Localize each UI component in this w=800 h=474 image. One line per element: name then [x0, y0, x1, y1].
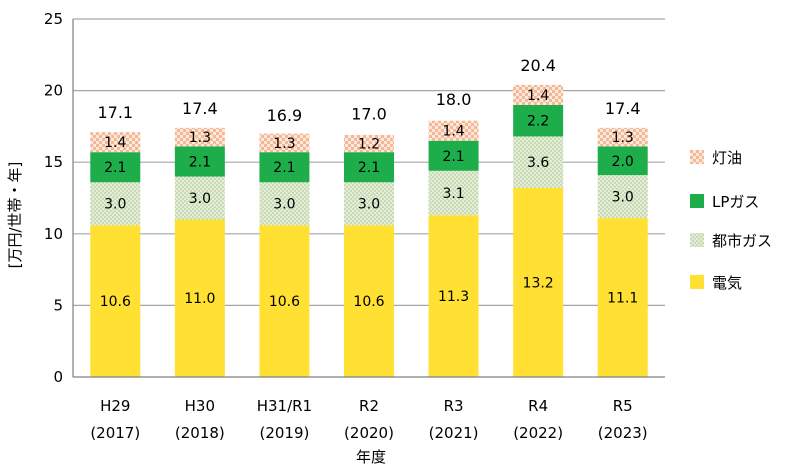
legend-label-kerosene: 灯油	[712, 149, 742, 167]
bar-kerosene	[344, 134, 394, 153]
data-label-city-gas: 3.0	[273, 197, 295, 213]
data-label-city-gas: 3.1	[442, 186, 464, 202]
data-label-kerosene: 1.3	[612, 130, 634, 146]
total-label: 17.4	[605, 99, 641, 118]
bar-electricity	[259, 225, 310, 377]
bar-lp-gas	[597, 146, 648, 176]
bar-electricity	[513, 187, 564, 377]
x-tick-label-year: (2018)	[175, 424, 225, 442]
total-label: 18.0	[436, 90, 472, 109]
legend-swatch-kerosene	[690, 150, 704, 164]
bar-city-gas	[428, 170, 479, 216]
legend-label-lp-gas: LPガス	[712, 193, 759, 211]
axes: 0 5 10 15 20 25 H29 (2017) H30 (2018) H31/R1 (2019)…	[44, 10, 665, 442]
data-labels: 10.6 3.0 2.1 1.4 17.1 11.0 3.0 2.1 1.3 17.4 10.6 3.…	[97, 56, 640, 310]
y-tick-label: 15	[44, 153, 63, 171]
y-tick-label: 10	[44, 225, 63, 243]
bar-lp-gas	[344, 152, 394, 183]
total-label: 17.1	[97, 103, 133, 122]
bar-kerosene	[259, 133, 310, 153]
data-label-electricity: 11.0	[184, 291, 215, 307]
y-tick-label: 5	[53, 296, 63, 314]
bar-lp-gas	[428, 140, 479, 171]
bar-kerosene	[428, 120, 479, 141]
bar-kerosene	[174, 127, 225, 147]
data-label-lp-gas: 2.1	[189, 154, 211, 170]
data-label-electricity: 10.6	[269, 294, 300, 310]
bar-city-gas	[174, 176, 225, 220]
x-tick-label-year: (2021)	[429, 424, 479, 442]
data-label-city-gas: 3.0	[104, 197, 126, 213]
total-label: 17.0	[351, 105, 387, 124]
x-tick-label: R2	[359, 397, 379, 415]
y-tick-label: 25	[44, 10, 63, 28]
bar-lp-gas	[513, 104, 564, 137]
bar-electricity	[174, 219, 225, 377]
data-label-lp-gas: 2.1	[104, 160, 126, 176]
bar-electricity	[90, 225, 141, 377]
data-label-city-gas: 3.0	[189, 191, 211, 207]
data-label-city-gas: 3.0	[358, 197, 380, 213]
bar-city-gas	[259, 182, 310, 226]
bar-city-gas	[90, 182, 141, 226]
data-label-kerosene: 1.4	[527, 88, 549, 104]
bar-electricity	[428, 215, 479, 377]
y-tick-label: 20	[44, 82, 63, 100]
data-label-lp-gas: 2.1	[273, 160, 295, 176]
y-axis-title: [万円/世帯・年]	[6, 162, 24, 269]
data-label-electricity: 11.3	[438, 289, 469, 305]
legend-label-electricity: 電気	[712, 274, 742, 292]
x-tick-label-year: (2019)	[259, 424, 309, 442]
x-tick-label-year: (2020)	[344, 424, 394, 442]
data-label-electricity: 10.6	[353, 294, 384, 310]
bar-electricity	[344, 225, 394, 377]
bar-lp-gas	[259, 152, 310, 183]
x-tick-label: R5	[613, 397, 633, 415]
data-label-electricity: 13.2	[523, 275, 554, 291]
bar-kerosene	[90, 132, 141, 153]
bar-electricity	[597, 218, 648, 377]
legend-swatch-lp-gas	[690, 194, 704, 208]
bar-kerosene	[597, 127, 648, 147]
bar-kerosene	[513, 84, 564, 105]
bar-city-gas	[344, 182, 394, 226]
data-label-electricity: 10.6	[100, 294, 131, 310]
total-label: 16.9	[267, 106, 303, 125]
bars	[90, 84, 648, 377]
x-tick-label: H30	[185, 397, 215, 415]
x-axis-title: 年度	[356, 448, 386, 466]
bar-lp-gas	[174, 146, 225, 177]
data-label-kerosene: 1.3	[273, 136, 295, 152]
data-label-lp-gas: 2.1	[442, 149, 464, 165]
legend-swatch-city-gas	[690, 233, 704, 247]
data-label-kerosene: 1.4	[104, 135, 126, 151]
data-label-lp-gas: 2.2	[527, 114, 549, 130]
total-label: 17.4	[182, 99, 218, 118]
data-label-kerosene: 1.2	[358, 137, 380, 153]
bar-city-gas	[513, 136, 564, 188]
data-label-lp-gas: 2.1	[358, 160, 380, 176]
x-tick-label: H29	[100, 397, 130, 415]
bar-lp-gas	[90, 152, 141, 183]
data-label-kerosene: 1.4	[442, 124, 464, 140]
data-label-electricity: 11.1	[607, 291, 638, 307]
data-label-kerosene: 1.3	[189, 130, 211, 146]
x-tick-label: H31/R1	[257, 397, 312, 415]
x-tick-label: R4	[528, 397, 548, 415]
x-tick-label: R3	[444, 397, 464, 415]
data-label-city-gas: 3.0	[612, 190, 634, 206]
bar-city-gas	[597, 175, 648, 219]
total-label: 20.4	[520, 56, 556, 75]
y-tick-label: 0	[53, 368, 63, 386]
data-label-city-gas: 3.6	[527, 155, 549, 171]
data-label-lp-gas: 2.0	[612, 154, 634, 170]
x-tick-label-year: (2017)	[90, 424, 140, 442]
x-tick-label-year: (2023)	[598, 424, 648, 442]
legend-swatch-electricity	[690, 275, 704, 289]
x-tick-label-year: (2022)	[513, 424, 563, 442]
legend-label-city-gas: 都市ガス	[712, 232, 772, 250]
